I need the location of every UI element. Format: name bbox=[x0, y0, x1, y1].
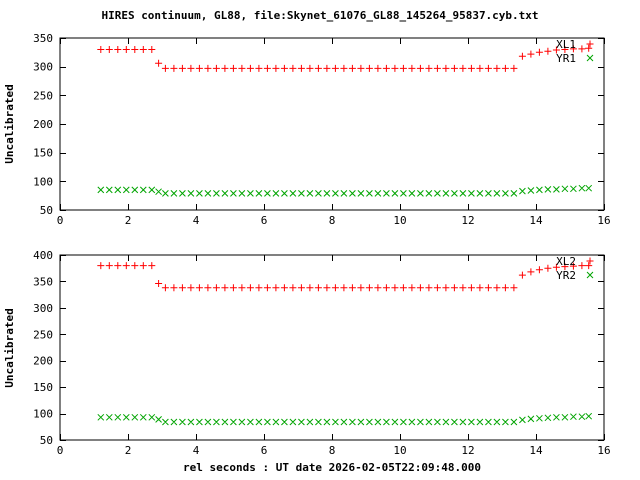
x-tick-label: 6 bbox=[261, 444, 268, 457]
x-tick-label: 8 bbox=[329, 444, 336, 457]
y-axis-label-top: Uncalibrated bbox=[3, 84, 16, 163]
x-axis-label: rel seconds : UT date 2026-02-05T22:09:4… bbox=[183, 461, 481, 474]
x-tick-label: 0 bbox=[57, 214, 64, 227]
legend-marker-XL1-icon bbox=[586, 40, 594, 48]
plus-markers bbox=[97, 44, 593, 72]
x-tick-label: 14 bbox=[529, 214, 543, 227]
y-tick-label: 50 bbox=[40, 204, 53, 217]
series-YR2-points bbox=[97, 412, 593, 426]
x-tick-label: 4 bbox=[193, 214, 200, 227]
legend-label-XL2: XL2 bbox=[556, 255, 576, 268]
legend-marker-YR2-icon bbox=[586, 271, 594, 279]
x-tick-label: 8 bbox=[329, 214, 336, 227]
legend-marker-YR1-icon bbox=[586, 54, 594, 62]
y-tick-label: 100 bbox=[33, 408, 53, 421]
y-tick-label: 100 bbox=[33, 175, 53, 188]
x-tick-label: 16 bbox=[597, 444, 610, 457]
y-tick-label: 50 bbox=[40, 434, 53, 447]
y-tick-label: 200 bbox=[33, 118, 53, 131]
x-tick-label: 0 bbox=[57, 444, 64, 457]
x-tick-label: 2 bbox=[125, 444, 132, 457]
y-tick-label: 250 bbox=[33, 89, 53, 102]
y-tick-label: 150 bbox=[33, 381, 53, 394]
cross-markers bbox=[97, 412, 593, 426]
x-tick-label: 10 bbox=[393, 444, 406, 457]
y-tick-label: 350 bbox=[33, 32, 53, 45]
x-tick-label: 12 bbox=[461, 444, 474, 457]
x-tick-label: 12 bbox=[461, 214, 474, 227]
chart-title: HIRES continuum, GL88, file:Skynet_61076… bbox=[101, 9, 538, 22]
legend-marker-XL2-icon bbox=[586, 257, 594, 265]
plus-markers bbox=[97, 262, 593, 292]
cross-markers bbox=[97, 184, 593, 197]
x-tick-label: 14 bbox=[529, 444, 543, 457]
x-tick-label: 2 bbox=[125, 214, 132, 227]
x-tick-label: 10 bbox=[393, 214, 406, 227]
y-tick-label: 400 bbox=[33, 249, 53, 262]
series-XL2-points bbox=[97, 262, 593, 292]
tick-marks bbox=[60, 38, 605, 211]
legend-label-YR1: YR1 bbox=[556, 52, 576, 65]
y-axis-label-bottom: Uncalibrated bbox=[3, 308, 16, 387]
x-tick-label: 6 bbox=[261, 214, 268, 227]
y-tick-label: 350 bbox=[33, 275, 53, 288]
series-YR1-points bbox=[97, 184, 593, 197]
y-tick-label: 300 bbox=[33, 61, 53, 74]
x-tick-label: 16 bbox=[597, 214, 610, 227]
legend-label-XL1: XL1 bbox=[556, 38, 576, 51]
y-tick-label: 200 bbox=[33, 355, 53, 368]
legend-label-YR2: YR2 bbox=[556, 269, 576, 282]
series-XL1-points bbox=[97, 44, 593, 72]
x-tick-label: 4 bbox=[193, 444, 200, 457]
y-tick-label: 300 bbox=[33, 302, 53, 315]
y-tick-label: 250 bbox=[33, 328, 53, 341]
bottom-plot: 0 2 4 6 8 10 12 14 16 50 100 150 200 250 300 350 400 XL2Y… bbox=[33, 249, 611, 457]
tick-marks bbox=[60, 255, 605, 441]
y-tick-label: 150 bbox=[33, 147, 53, 160]
